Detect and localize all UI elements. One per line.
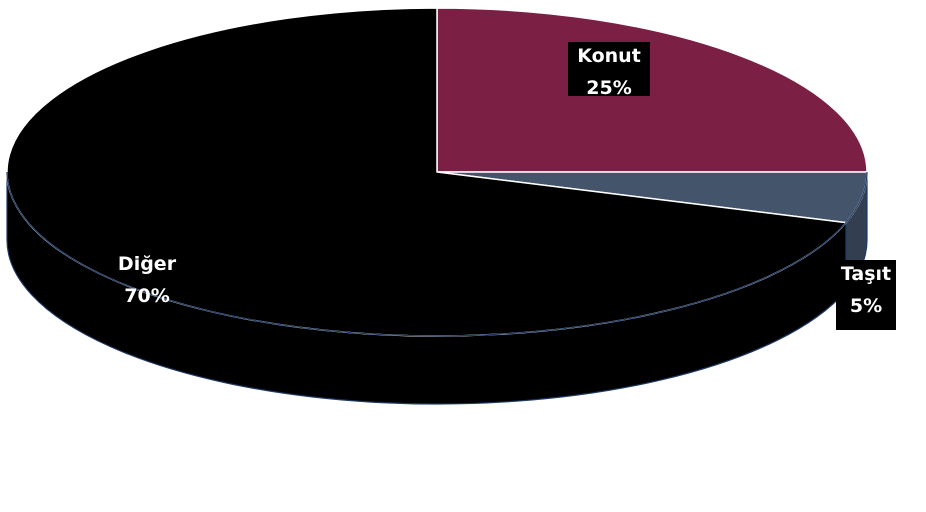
- data-label-konut: Konut 25%: [568, 42, 650, 99]
- data-label-box-konut: [568, 42, 650, 96]
- pie-slice-konut: [436, 7, 868, 173]
- data-label-box-tasit: [836, 260, 896, 330]
- data-label-name: Konut: [577, 45, 641, 67]
- pie-tops: [6, 7, 868, 337]
- data-label-tasit: Taşıt 5%: [836, 260, 896, 330]
- data-label-percent: 70%: [124, 285, 169, 307]
- data-label-name: Diğer: [118, 253, 177, 275]
- data-label-percent: 25%: [586, 77, 631, 99]
- data-label-diger: Diğer 70%: [118, 253, 177, 307]
- data-label-name: Taşıt: [841, 263, 891, 285]
- pie-labels: Konut 25% Taşıt 5% Diğer 70%: [118, 42, 896, 330]
- pie-rim: [6, 171, 868, 337]
- data-label-percent: 5%: [850, 295, 882, 317]
